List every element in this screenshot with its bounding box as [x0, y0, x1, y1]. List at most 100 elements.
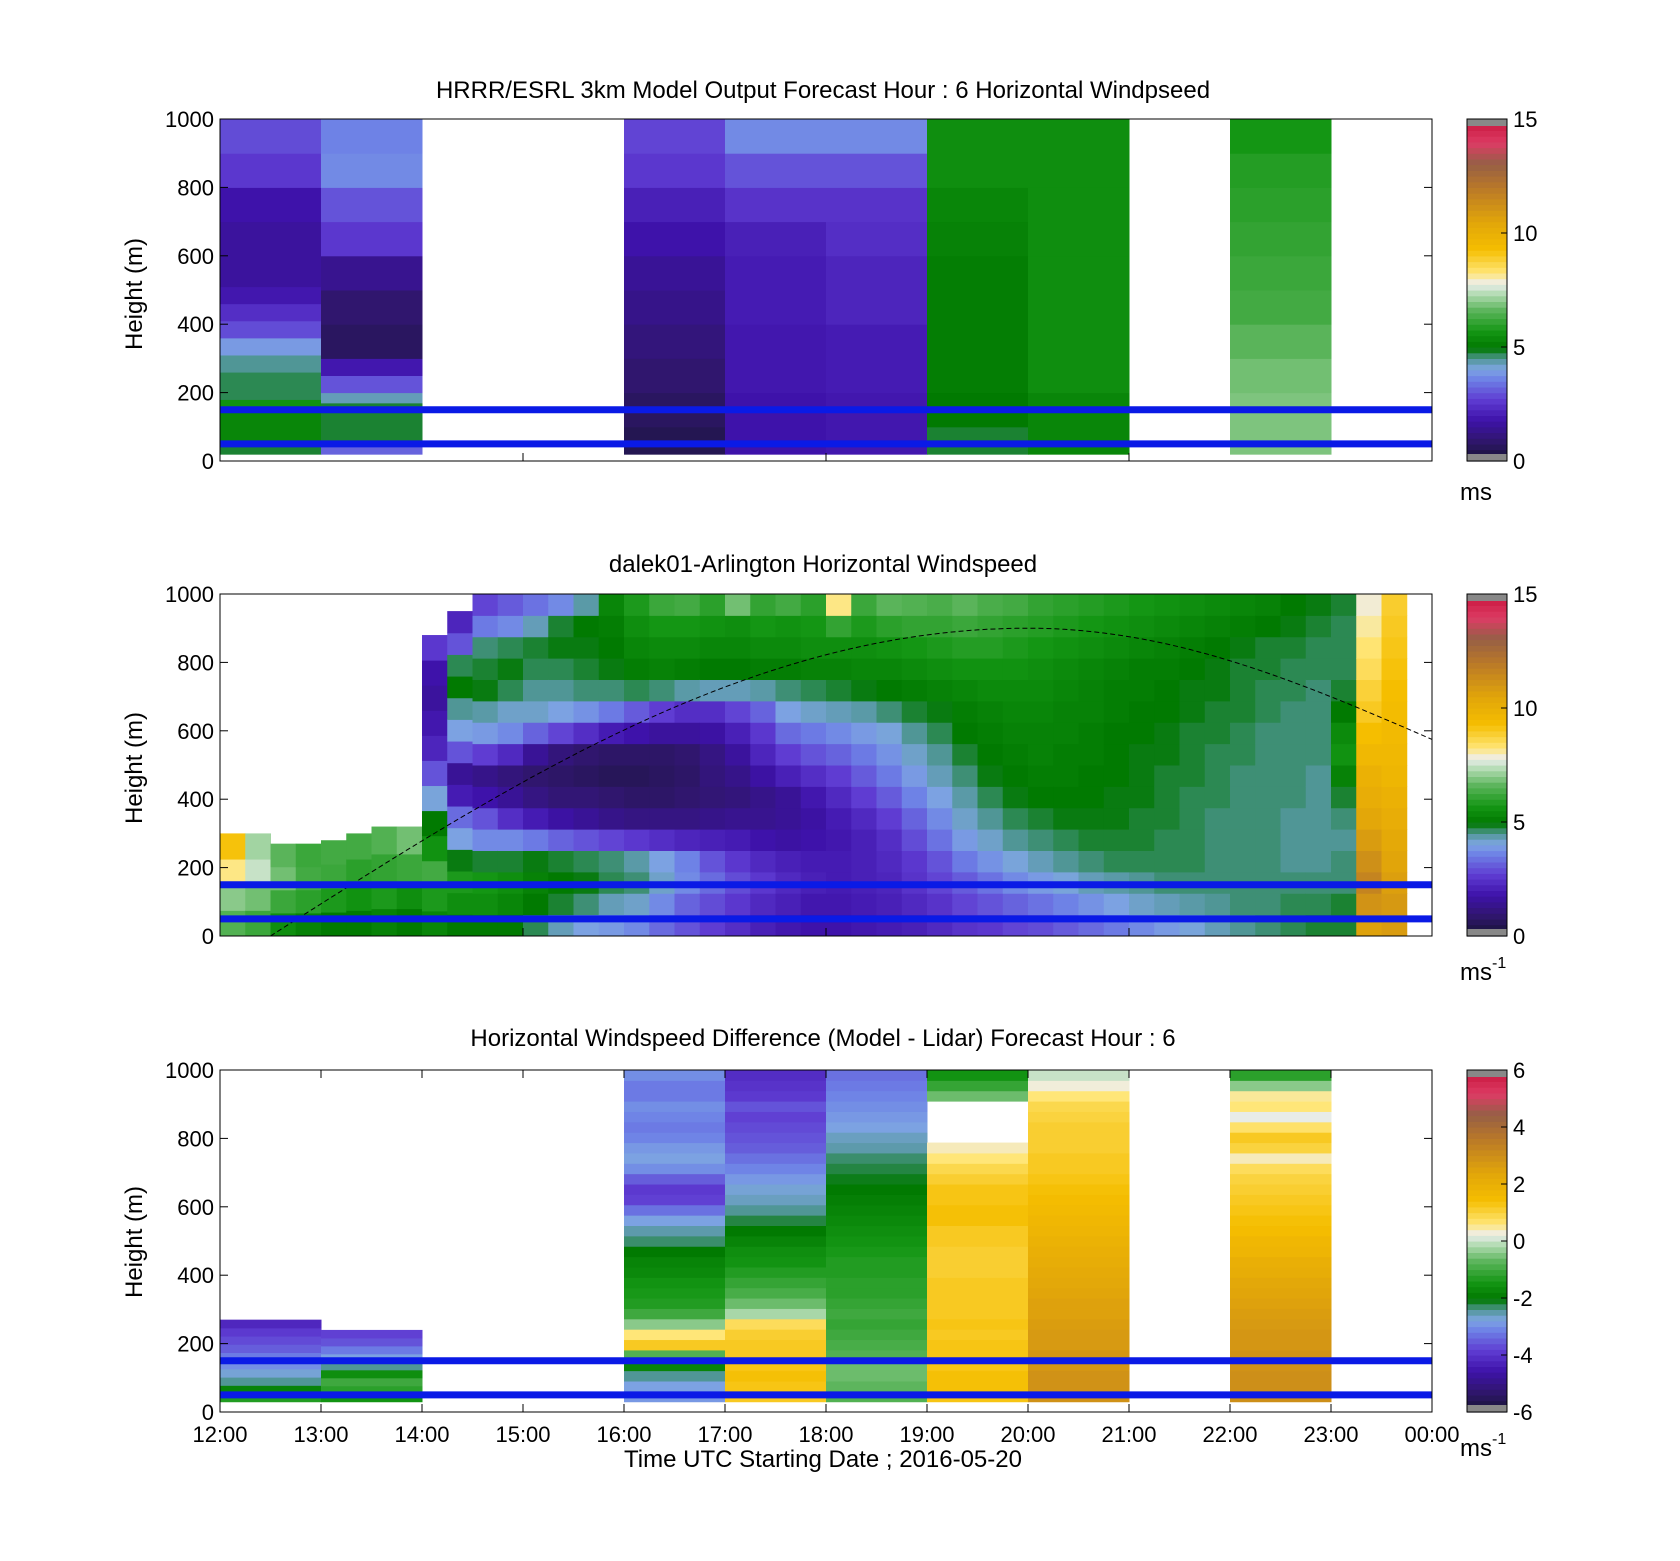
- heatmap-cell: [1255, 786, 1281, 809]
- heatmap-cell: [548, 765, 574, 787]
- heatmap-cell: [1028, 1339, 1130, 1351]
- heatmap-cell: [1154, 765, 1180, 787]
- heatmap-cell: [725, 255, 827, 325]
- heatmap-cell: [1103, 636, 1130, 659]
- x-tick-label: 16:00: [596, 1422, 651, 1447]
- heatmap-cell: [624, 1349, 726, 1361]
- heatmap-cell: [977, 786, 1004, 809]
- heatmap-cell: [1204, 850, 1231, 873]
- colorbar-segment: [1467, 1355, 1507, 1362]
- heatmap-cell: [826, 1329, 928, 1341]
- heatmap-cell: [624, 786, 650, 809]
- heatmap-cell: [624, 1111, 726, 1123]
- heatmap-cell: [624, 1308, 726, 1320]
- heatmap-cell: [624, 1184, 726, 1195]
- heatmap-cell: [548, 850, 574, 873]
- heatmap-cell: [851, 807, 877, 830]
- heatmap-cell: [245, 910, 271, 937]
- colorbar-segment: [1467, 295, 1507, 302]
- heatmap-cell: [1381, 807, 1408, 830]
- heatmap-cell: [1028, 786, 1054, 809]
- heatmap-cell: [1103, 893, 1130, 916]
- heatmap-cell: [649, 679, 675, 702]
- heatmap-cell: [1204, 786, 1231, 809]
- heatmap-cell: [624, 743, 650, 766]
- colorbar-segment: [1467, 776, 1507, 783]
- heatmap-cell: [725, 1152, 827, 1164]
- colorbar-segment: [1467, 1315, 1507, 1322]
- colorbar-segment: [1467, 1286, 1507, 1293]
- heatmap-cell: [220, 1377, 322, 1386]
- colorbar-segment: [1467, 1383, 1507, 1390]
- heatmap-cell: [876, 636, 903, 659]
- heatmap-cell: [472, 807, 499, 830]
- heatmap-cell: [1255, 679, 1281, 702]
- heatmap-cell: [725, 1339, 827, 1351]
- colorbar-segment: [1467, 633, 1507, 641]
- heatmap-cell: [649, 850, 675, 873]
- heatmap-cell: [927, 1204, 1029, 1216]
- heatmap-cell: [927, 679, 953, 702]
- heatmap-cell: [1179, 700, 1206, 723]
- heatmap-cell: [826, 1163, 928, 1175]
- x-tick-label: 18:00: [798, 1422, 853, 1447]
- colorbar-segment: [1467, 1104, 1507, 1111]
- heatmap-cell: [1028, 1152, 1130, 1164]
- heatmap-cell: [725, 1090, 827, 1102]
- heatmap-cell: [1255, 850, 1281, 873]
- heatmap-cell: [876, 700, 903, 723]
- heatmap-cell: [1280, 893, 1307, 916]
- heatmap-cell: [927, 1215, 1029, 1227]
- heatmap-cell: [1078, 722, 1105, 745]
- heatmap-cell: [927, 221, 1029, 257]
- heatmap-cell: [1053, 722, 1079, 745]
- colorbar-segment: [1467, 622, 1507, 629]
- heatmap-cell: [1230, 765, 1256, 787]
- heatmap-cell: [1356, 636, 1382, 659]
- heatmap-cell: [927, 700, 953, 723]
- heatmap-cell: [725, 1070, 827, 1081]
- heatmap-cell: [396, 908, 423, 937]
- colorbar-segment: [1467, 810, 1507, 817]
- colorbar-segment: [1467, 1349, 1507, 1356]
- colorbar-segment: [1467, 668, 1507, 675]
- heatmap-cell: [826, 1090, 928, 1102]
- colorbar-segment: [1467, 879, 1507, 886]
- heatmap-cell: [422, 785, 448, 812]
- heatmap-cell: [750, 700, 776, 723]
- x-tick-label: 23:00: [1303, 1422, 1358, 1447]
- colorbar-segment: [1467, 1195, 1507, 1202]
- heatmap-cell: [699, 893, 726, 916]
- heatmap-cell: [624, 1152, 726, 1164]
- heatmap-cell: [220, 337, 322, 356]
- colorbar-segment: [1467, 1149, 1507, 1157]
- heatmap-cell: [1103, 722, 1130, 745]
- heatmap-cell: [598, 786, 625, 809]
- heatmap-cell: [674, 722, 701, 745]
- heatmap-cell: [1129, 743, 1155, 766]
- heatmap-cell: [624, 1163, 726, 1175]
- heatmap-cell: [750, 829, 776, 851]
- heatmap-cell: [826, 850, 852, 873]
- heatmap-cell: [1356, 893, 1382, 916]
- heatmap-cell: [1356, 786, 1382, 809]
- heatmap-cell: [573, 765, 600, 787]
- heatmap-cell: [624, 1101, 726, 1112]
- colorbar-segment: [1467, 861, 1507, 869]
- colorbar-segment: [1467, 1309, 1507, 1316]
- heatmap-cell: [977, 743, 1004, 766]
- heatmap-cell: [1028, 1308, 1130, 1320]
- heatmap-cell: [1179, 765, 1206, 787]
- heatmap-cell: [1028, 807, 1054, 830]
- heatmap-cell: [1305, 786, 1332, 809]
- heatmap-cell: [1204, 615, 1231, 638]
- y-tick-label: 0: [202, 449, 214, 474]
- heatmap-cell: [1002, 679, 1029, 702]
- heatmap-cell: [220, 833, 246, 860]
- heatmap-cell: [220, 1336, 322, 1345]
- heatmap-cell: [725, 1381, 827, 1392]
- colorbar-segment: [1467, 398, 1507, 405]
- heatmap-cell: [826, 1142, 928, 1154]
- heatmap-cell: [725, 1080, 827, 1092]
- heatmap-cell: [1028, 1173, 1130, 1185]
